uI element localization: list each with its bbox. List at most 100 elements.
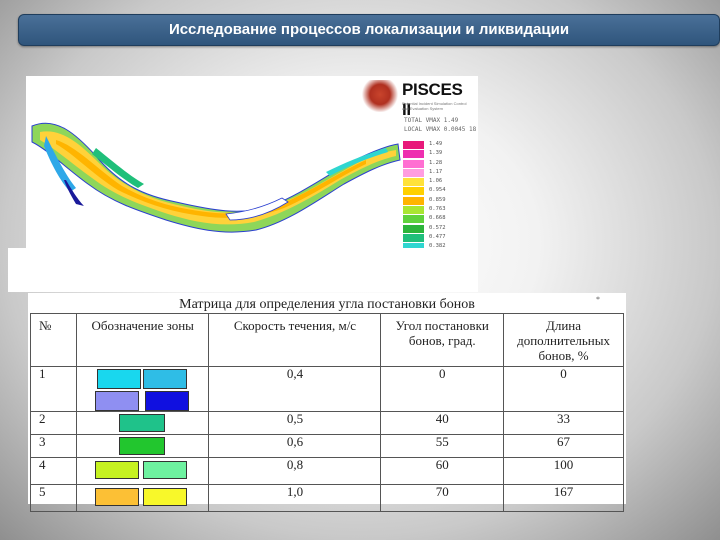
row-angle: 60 — [380, 457, 505, 485]
zone-cell — [75, 457, 210, 485]
matrix-body: 1 0,4 0 0 2 0,5 40 33 3 0,6 55 67 4 0,8 60 100 5 1,0 70 167 — [30, 366, 624, 512]
octopus-logo-icon — [362, 80, 398, 112]
zone-color-swatch — [144, 391, 189, 411]
row-angle: 0 — [380, 366, 505, 412]
row-speed: 0,5 — [208, 411, 382, 435]
legend-label: 1.49 — [429, 141, 443, 147]
vmax-readout: TOTAL VMAX 1.49 LOCAL VMAX 0.0045 18 — [404, 116, 476, 134]
pisces-logo: PISCES II Potential Incident Simulation … — [362, 80, 474, 119]
header-speed: Скорость течения, м/с — [208, 313, 382, 367]
legend-entry: 0.954 — [403, 186, 475, 196]
legend-swatch — [403, 178, 424, 187]
matrix-title: Матрица для определения угла постановки … — [179, 297, 475, 312]
matrix-row: 2 0,5 40 33 — [30, 411, 624, 435]
zone-color-swatch — [118, 437, 165, 455]
legend-swatch — [403, 168, 424, 177]
row-length: 100 — [503, 457, 624, 485]
legend-entry: 1.39 — [403, 149, 475, 159]
footnote-star: * — [596, 295, 600, 304]
row-length: 167 — [503, 484, 624, 512]
legend-entry: 0.859 — [403, 196, 475, 205]
header-angle: Угол постановки бонов, град. — [380, 313, 505, 367]
row-num: 4 — [30, 457, 77, 485]
legend-entry: 0.477 — [403, 233, 475, 242]
legend-label: 0.954 — [429, 187, 446, 194]
zone-color-swatch — [142, 488, 187, 506]
legend-entry: 1.06 — [403, 177, 475, 187]
zone-color-swatch — [118, 414, 165, 432]
legend-label: 0.763 — [429, 206, 446, 213]
zone-cell — [75, 411, 210, 435]
legend-label: 1.28 — [429, 159, 443, 166]
legend-swatch — [403, 224, 424, 233]
legend-label: 0.668 — [429, 215, 446, 222]
legend-entry: 1.49 — [403, 140, 475, 149]
row-angle: 55 — [380, 434, 505, 458]
logo-subtitle: Potential Incident Simulation Control an… — [402, 101, 467, 111]
row-length: 33 — [503, 411, 624, 435]
vmax-total: TOTAL VMAX 1.49 — [404, 117, 459, 124]
legend-swatch — [403, 243, 424, 252]
row-num: 1 — [30, 366, 77, 412]
row-length: 67 — [503, 434, 624, 458]
row-num: 5 — [30, 484, 77, 512]
legend-label: 0.859 — [429, 196, 446, 203]
legend-swatch — [403, 233, 424, 242]
legend-swatch — [403, 206, 424, 215]
river-cyan-patch — [326, 148, 388, 176]
zone-color-swatch — [94, 461, 139, 479]
legend-entry: 1.17 — [403, 168, 475, 177]
zone-color-swatch — [94, 488, 139, 506]
slide-title-bar: Исследование процессов локализации и лик… — [18, 14, 720, 46]
legend-swatch — [403, 141, 424, 149]
river-teal-patch — [92, 148, 144, 188]
zone-cell — [75, 366, 210, 412]
logo-title: PISCES II — [402, 80, 463, 119]
matrix-row: 1 0,4 0 0 — [30, 366, 624, 412]
row-num: 2 — [30, 411, 77, 435]
row-angle: 70 — [380, 484, 505, 512]
legend-swatch — [403, 187, 424, 196]
zone-color-swatch — [142, 461, 187, 479]
vmax-local: LOCAL VMAX 0.0045 18 — [404, 126, 477, 133]
matrix-row: 3 0,6 55 67 — [30, 434, 624, 458]
matrix-table: № Обозначение зоны Скорость течения, м/с… — [30, 313, 624, 512]
legend-swatch — [403, 215, 424, 224]
legend-entry: 0.382 — [403, 242, 475, 252]
river-blue-edge — [44, 136, 76, 192]
zone-cell — [75, 434, 210, 458]
legend-label: 0.382 — [429, 243, 446, 250]
legend-entry: 0.668 — [403, 214, 475, 224]
slide-title: Исследование процессов локализации и лик… — [168, 21, 570, 38]
zone-cell — [75, 484, 210, 512]
river-channel — [31, 122, 401, 233]
legend-label: 1.39 — [429, 150, 443, 157]
header-num: № — [30, 313, 77, 367]
legend-label: 0.477 — [429, 233, 446, 240]
legend-label: 1.17 — [429, 168, 443, 175]
header-length: Длина дополнительных бонов, % — [503, 313, 624, 367]
row-angle: 40 — [380, 411, 505, 435]
river-fast-band — [40, 131, 396, 225]
legend-entry: 0.763 — [403, 205, 475, 215]
matrix-row: 5 1,0 70 167 — [30, 484, 624, 512]
header-zone: Обозначение зоны — [75, 313, 210, 367]
row-speed: 1,0 — [208, 484, 382, 512]
row-length: 0 — [503, 366, 624, 412]
matrix-panel: Матрица для определения угла постановки … — [28, 293, 626, 512]
matrix-row: 4 0,8 60 100 — [30, 457, 624, 485]
legend-swatch — [403, 150, 424, 159]
simulation-panel: PISCES II Potential Incident Simulation … — [26, 76, 478, 289]
row-speed: 0,6 — [208, 434, 382, 458]
zone-color-swatch — [94, 391, 139, 411]
legend-swatch — [403, 159, 424, 168]
zone-color-swatch — [96, 369, 141, 389]
legend-entry: 0.572 — [403, 224, 475, 233]
legend-label: 1.06 — [429, 178, 443, 185]
row-speed: 0,4 — [208, 366, 382, 412]
header-row: № Обозначение зоны Скорость течения, м/с… — [30, 313, 624, 367]
legend-entry: 1.28 — [403, 159, 475, 168]
river-core — [56, 140, 366, 218]
legend-label: 0.572 — [429, 224, 446, 231]
row-speed: 0,8 — [208, 457, 382, 485]
